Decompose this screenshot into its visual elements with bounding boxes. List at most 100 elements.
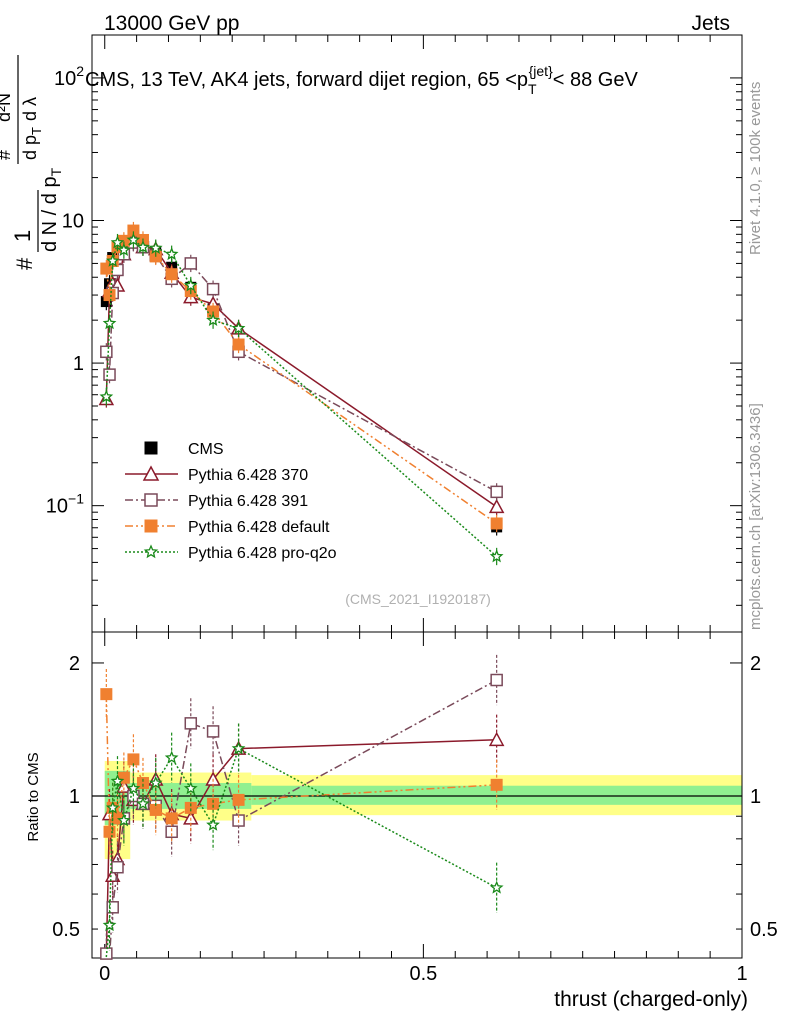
ratio-data-point: [164, 750, 179, 764]
ratio-series-2: [100, 668, 503, 857]
main-y-tick-label: 102: [54, 63, 84, 90]
ratio-data-point: [136, 777, 149, 790]
main-data-point: [148, 240, 163, 254]
main-data-point: [165, 268, 178, 281]
main-data-point: [103, 289, 116, 302]
y-label-den-text: d N / d p: [39, 176, 61, 252]
legend-entry: CMS: [144, 441, 224, 458]
legend-marker: [143, 544, 159, 559]
main-data-point: [164, 247, 179, 261]
x-tick-label: 0: [99, 963, 110, 985]
main-data-point: [100, 345, 113, 359]
legend-label: Pythia 6.428 391: [188, 493, 308, 510]
main-data-point: [489, 549, 504, 563]
ratio-data-point: [100, 688, 113, 701]
ratio-y-tick-label: 0.5: [52, 919, 80, 941]
main-data-point: [206, 313, 220, 326]
ratio-data-point: [183, 781, 198, 795]
ratio-data-point: [106, 901, 119, 914]
x-tick-label: 0.5: [409, 963, 437, 985]
ratio-y-tick-label: 1: [69, 786, 80, 808]
ratio-data-point: [489, 880, 504, 894]
plot-title: CMS, 13 TeV, AK4 jets, forward dijet reg…: [85, 63, 638, 97]
legend: CMS Pythia 6.428 370 Pythia 6.428 391 Pythi…: [125, 441, 337, 562]
main-data-point: [490, 485, 503, 499]
ratio-y-tick-label-right: 1: [750, 786, 761, 808]
main-axis-ticks: 102 10 1 10−1: [46, 34, 743, 632]
main-series-group: [98, 221, 505, 566]
main-data-point: [232, 338, 245, 351]
ratio-data-point: [149, 803, 162, 816]
main-series-line: [105, 241, 498, 493]
main-data-point: [116, 242, 131, 256]
ratio-data-point: [488, 731, 505, 747]
ratio-data-point: [127, 753, 140, 766]
main-series-3: [100, 221, 503, 533]
ratio-series-0: [101, 714, 505, 958]
main-data-point: [103, 368, 116, 381]
ratio-series-3: [102, 723, 504, 958]
plot-title-sup: {jet}: [529, 63, 553, 79]
ratio-data-point: [231, 741, 246, 755]
ratio-series-group: [100, 654, 505, 960]
ratio-data-point: [490, 673, 503, 687]
ratio-data-point: [165, 825, 178, 839]
main-data-point: [105, 253, 120, 267]
ratio-data-point: [116, 813, 131, 827]
main-data-point: [231, 321, 246, 335]
legend-marker: [142, 465, 160, 481]
y-label-den: d N / d pT: [39, 167, 64, 252]
ratio-data-point: [207, 797, 220, 810]
main-data-point: [110, 235, 125, 249]
main-y-tick-label: 10: [62, 211, 84, 233]
legend-label: CMS: [188, 441, 224, 458]
y-label-hash1: #: [12, 257, 37, 270]
ratio-data-point: [136, 796, 150, 810]
main-y-label: # 1 d N / d pT # d²N d pTd λ: [0, 55, 64, 270]
main-data-point: [183, 278, 198, 292]
jets-label: Jets: [691, 12, 730, 35]
legend-entry: Pythia 6.428 default: [125, 519, 330, 536]
y-label-dpt-text: d p: [20, 135, 40, 160]
y-label-dpt-sub: T: [29, 127, 44, 135]
legend-marker: [144, 493, 158, 507]
ratio-y-tick-label: 2: [69, 653, 80, 675]
main-data-point: [126, 232, 141, 246]
main-data-point: [184, 257, 198, 270]
legend-label: Pythia 6.428 370: [188, 467, 308, 484]
ratio-series-line: [105, 739, 497, 958]
y-label-dlam: d λ: [20, 97, 40, 121]
main-data-point: [490, 517, 503, 530]
ratio-data-point: [111, 860, 124, 874]
main-data-point: [488, 498, 505, 514]
legend-entry: Pythia 6.428 370: [125, 465, 308, 484]
main-y-tick-label: 10−1: [46, 491, 84, 518]
legend-entry: Pythia 6.428 391: [125, 493, 308, 510]
ratio-data-point: [206, 817, 220, 831]
y-label-den-sub: T: [48, 167, 64, 176]
analysis-watermark: (CMS_2021_I1920187): [345, 591, 491, 607]
legend-marker: [144, 441, 158, 455]
mcplots-label: mcplots.cern.ch [arXiv:1306.3436]: [747, 403, 764, 630]
ratio-y-tick-label-right: 2: [750, 653, 761, 675]
main-series-2: [100, 233, 503, 501]
x-tick-label: 1: [736, 963, 747, 985]
ratio-data-point: [490, 778, 503, 791]
y-label-d2n: d²N: [0, 93, 14, 122]
legend-marker: [144, 519, 158, 533]
y-label-num: 1: [10, 230, 35, 242]
y-label-dpt: d pTd λ: [20, 97, 44, 160]
plot-title-main: CMS, 13 TeV, AK4 jets, forward dijet reg…: [85, 69, 528, 91]
legend-label: Pythia 6.428 pro-q2o: [188, 545, 337, 562]
ratio-data-point: [206, 725, 220, 738]
plot-title-sub: T: [528, 81, 537, 97]
main-series-4: [99, 231, 504, 566]
main-data-point: [102, 316, 117, 330]
ratio-y-tick-label-right: 0.5: [750, 919, 778, 941]
ratio-data-point: [148, 775, 163, 789]
ratio-data-point: [232, 793, 245, 806]
main-data-point: [136, 240, 150, 253]
plot-title-tail: < 88 GeV: [553, 69, 639, 91]
ratio-data-point: [126, 781, 141, 795]
